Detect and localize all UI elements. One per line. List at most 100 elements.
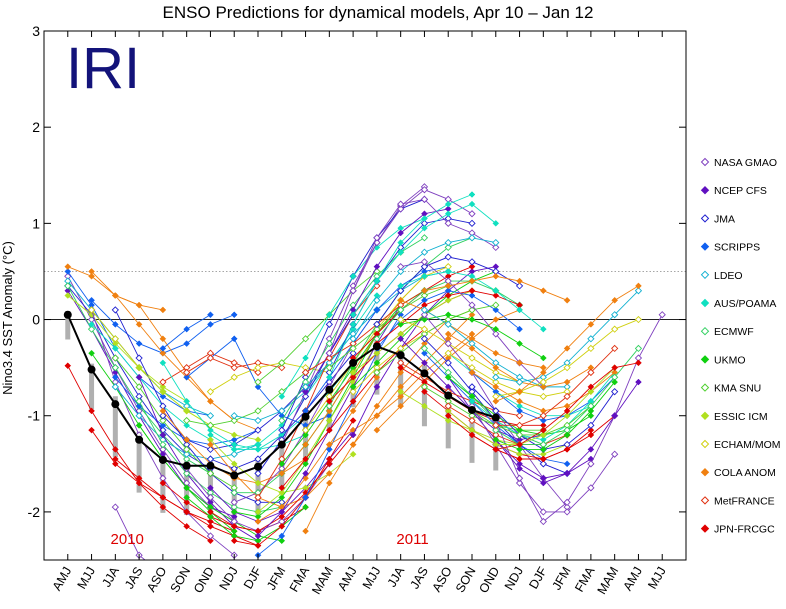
forecast-point [444, 373, 452, 381]
forecast-point [397, 321, 405, 328]
forecast-point [587, 344, 595, 353]
forecast-point [183, 498, 191, 506]
forecast-point [230, 311, 238, 319]
forecast-point [302, 354, 309, 362]
forecast-point [159, 335, 167, 343]
forecast-point [468, 301, 476, 309]
forecast-point [635, 359, 642, 367]
forecast-point [373, 306, 381, 314]
forecast-point [302, 431, 309, 439]
forecast-point [88, 321, 95, 328]
forecast-point [254, 368, 262, 377]
observed-point [63, 310, 72, 319]
forecast-point [159, 378, 167, 386]
forecast-point [207, 397, 214, 405]
forecast-point [397, 263, 405, 271]
forecast-line [91, 324, 211, 441]
forecast-point [468, 277, 476, 285]
forecast-point [539, 460, 547, 468]
forecast-point [278, 537, 286, 545]
forecast-point [516, 325, 523, 333]
forecast-point [230, 335, 238, 343]
forecast-point [587, 383, 595, 391]
forecast-point [563, 392, 571, 401]
forecast-line [424, 348, 544, 445]
forecast-point [183, 416, 191, 425]
forecast-point [611, 311, 619, 319]
forecast-point [492, 220, 500, 227]
forecast-point [420, 195, 429, 203]
y-tick-label: 2 [32, 119, 40, 135]
forecast-point [397, 402, 405, 410]
forecast-point [444, 253, 452, 261]
forecast-point [278, 460, 286, 468]
forecast-line [424, 386, 544, 431]
forecast-point [254, 508, 262, 516]
forecast-point [159, 393, 167, 400]
forecast-point [302, 441, 309, 448]
forecast-point [397, 369, 405, 376]
forecast-point [420, 263, 429, 271]
forecast-point [349, 417, 357, 424]
forecast-point [183, 421, 191, 429]
forecast-point [468, 191, 476, 198]
forecast-point [421, 272, 428, 280]
forecast-point [420, 344, 429, 353]
forecast-point [634, 344, 643, 353]
legend-marker [700, 242, 710, 251]
forecast-point [278, 489, 286, 497]
forecast-point [468, 210, 476, 218]
forecast-point [420, 306, 429, 314]
plot-frame [43, 30, 687, 561]
observed-point [277, 440, 286, 449]
forecast-point [111, 354, 119, 362]
forecast-point [492, 325, 500, 333]
forecast-point [349, 407, 357, 415]
forecast-point [397, 229, 405, 237]
forecast-point [492, 397, 500, 405]
forecast-point [183, 450, 191, 458]
forecast-point [302, 460, 309, 468]
forecast-point [254, 469, 262, 478]
forecast-point [492, 364, 500, 371]
forecast-line [257, 271, 378, 383]
forecast-point [587, 484, 595, 492]
forecast-point [88, 349, 95, 357]
forecast-point [206, 493, 215, 502]
forecast-point [64, 263, 72, 270]
forecast-point [373, 263, 381, 270]
forecast-point [611, 412, 619, 420]
forecast-point [420, 325, 429, 333]
forecast-point [563, 407, 571, 415]
forecast-point [492, 301, 500, 309]
forecast-point [135, 421, 143, 429]
forecast-point [254, 498, 262, 506]
observed-point [182, 461, 191, 470]
forecast-point [563, 412, 571, 420]
forecast-point [444, 349, 452, 357]
forecast-point [563, 460, 571, 468]
legend-marker [700, 411, 710, 421]
forecast-point [278, 407, 286, 415]
forecast-line [495, 348, 615, 426]
y-tick-label: 3 [32, 23, 40, 39]
forecast-point [539, 417, 547, 424]
forecast-point [349, 373, 357, 381]
forecast-point [516, 388, 523, 396]
forecast-point [516, 397, 523, 405]
observed-point [444, 391, 453, 400]
forecast-point [301, 426, 310, 434]
forecast-point [421, 349, 428, 357]
forecast-point [230, 431, 238, 439]
forecast-line [186, 497, 306, 542]
legend: NASA GMAO NCEP CFS JMA SCRIPPS LDEO AUS/POAMA… [700, 157, 781, 536]
legend-marker [700, 157, 710, 167]
forecast-point [373, 426, 381, 434]
forecast-line [67, 295, 187, 402]
forecast-line [400, 319, 520, 383]
forecast-point [159, 440, 167, 449]
forecast-point [230, 460, 238, 468]
forecast-point [278, 359, 286, 367]
forecast-point [492, 373, 500, 381]
observed-point [468, 405, 476, 414]
